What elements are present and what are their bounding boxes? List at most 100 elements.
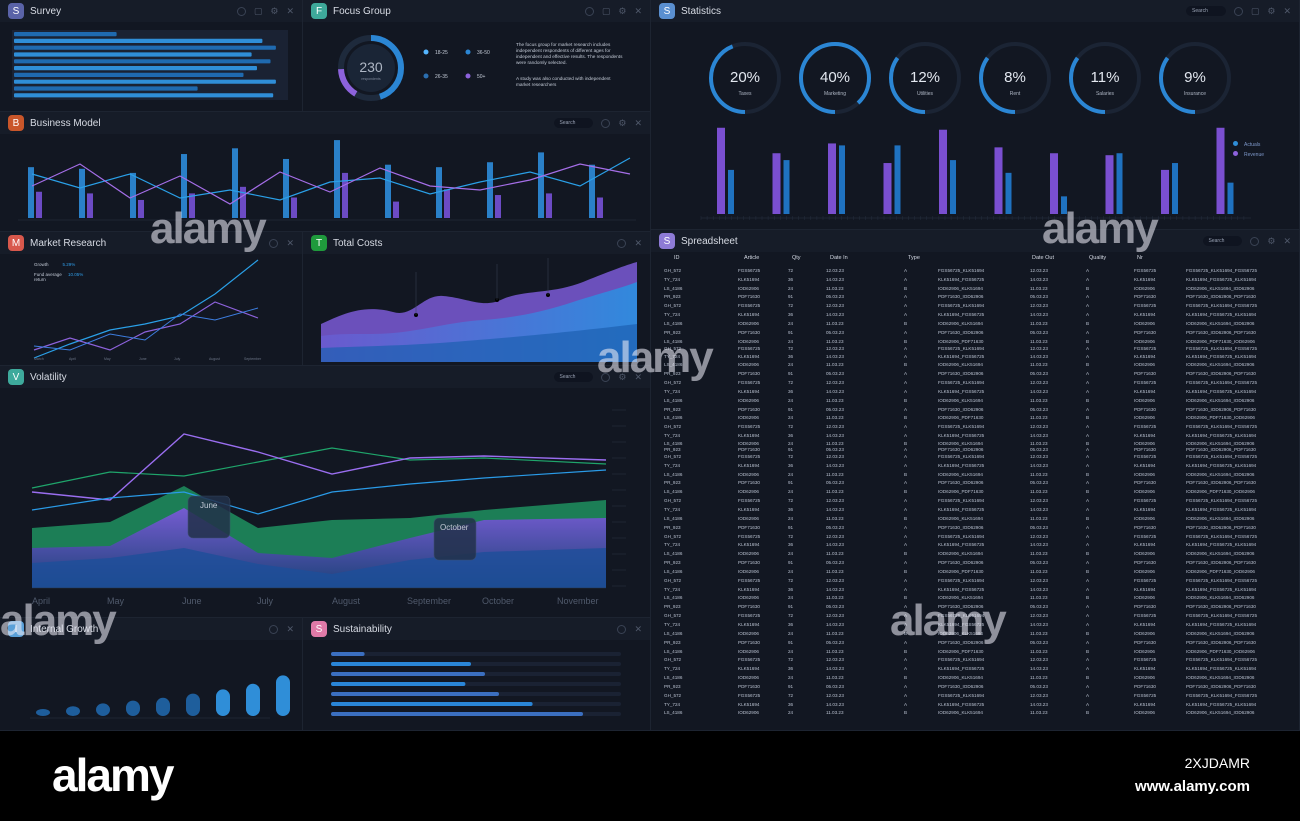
table-row[interactable]: GH_572 FGS56725 72 12.03.23 A FGS56725_KLK516… — [664, 452, 1294, 461]
settings-icon[interactable]: ⚙ — [618, 117, 627, 128]
table-row[interactable]: LS_4186 IOD62906 24 11.03.23 B IOD62906_KLK51… — [664, 549, 1294, 558]
close-icon[interactable]: ✕ — [634, 5, 642, 16]
table-row[interactable]: GH_572 FGS56725 72 12.03.23 A FGS56725_KLK516… — [664, 691, 1294, 700]
table-row[interactable]: GH_572 FGS56725 72 12.03.23 A FGS56725_KLK516… — [664, 576, 1294, 585]
table-row[interactable]: TY_724 KLK51694 36 14.03.23 A KLK51694_FGS567… — [664, 431, 1294, 440]
refresh-icon[interactable] — [601, 118, 611, 128]
table-cell: 05.03.23 — [826, 294, 844, 300]
col-quality[interactable]: Quality — [1089, 255, 1107, 261]
col-id[interactable]: ID — [674, 255, 680, 261]
business-search-input[interactable]: Search — [553, 118, 594, 128]
table-row[interactable]: LS_4186 IOD62906 24 11.03.23 B IOD62906_KLK51… — [664, 673, 1294, 682]
table-row[interactable]: GH_572 FGS56725 72 12.03.23 A FGS56725_KLK516… — [664, 611, 1294, 620]
table-row[interactable]: PR_923 PDF71630 91 05.03.23 A PDF71630_IOD629… — [664, 682, 1294, 691]
col-article[interactable]: Article — [744, 255, 760, 261]
spreadsheet-search-input[interactable]: Search — [1202, 236, 1243, 246]
statistics-legend: Actuals Revenue — [1233, 141, 1264, 158]
table-row[interactable]: GH_572 FGS56725 72 12.03.23 A FGS56725_KLK516… — [664, 496, 1294, 505]
close-icon[interactable]: ✕ — [286, 5, 294, 16]
copy-icon[interactable]: ▢ — [253, 5, 263, 16]
close-icon[interactable]: ✕ — [634, 117, 642, 128]
table-row[interactable]: TY_724 KLK51694 36 14.03.23 A KLK51694_FGS567… — [664, 352, 1294, 361]
table-row[interactable]: TY_724 KLK51694 36 14.03.23 A KLK51694_FGS567… — [664, 585, 1294, 594]
close-icon[interactable]: ✕ — [634, 237, 642, 248]
col-date-in[interactable]: Date In — [830, 255, 848, 261]
table-row[interactable]: LS_4186 IOD62906 24 11.03.23 B IOD62906_KLK51… — [664, 514, 1294, 523]
col-qty[interactable]: Qty — [792, 255, 801, 261]
refresh-icon[interactable] — [269, 238, 279, 248]
close-icon[interactable]: ✕ — [634, 623, 642, 634]
settings-icon[interactable]: ⚙ — [618, 5, 627, 16]
table-row[interactable]: LS_4186 IOD62906 24 11.03.23 B IOD62906_KLK51… — [664, 360, 1294, 369]
copy-icon[interactable]: ▢ — [601, 5, 611, 16]
table-row[interactable]: TY_724 KLK51694 36 14.03.23 A KLK51694_FGS567… — [664, 505, 1294, 514]
refresh-icon[interactable] — [617, 238, 627, 248]
settings-icon[interactable]: ⚙ — [270, 5, 279, 16]
table-row[interactable]: LS_4186 IOD62906 24 11.03.23 B IOD62906_PDF71… — [664, 414, 1294, 423]
table-row[interactable]: PR_923 PDF71630 91 05.03.23 A PDF71630_IOD629… — [664, 293, 1294, 302]
table-row[interactable]: TY_724 KLK51694 36 14.03.23 A KLK51694_FGS567… — [664, 664, 1294, 673]
table-row[interactable]: GH_572 FGS56725 72 12.03.23 A FGS56725_KLK516… — [664, 532, 1294, 541]
statistics-search-input[interactable]: Search — [1186, 6, 1226, 16]
refresh-icon[interactable] — [584, 6, 594, 16]
table-row[interactable]: GH_572 FGS56725 72 12.03.23 A FGS56725_KLK516… — [664, 346, 1294, 352]
refresh-icon[interactable] — [1250, 236, 1260, 246]
table-row[interactable]: LS_4186 IOD62906 24 11.03.23 B IOD62906_KLK51… — [664, 440, 1294, 446]
table-row[interactable]: LS_4186 IOD62906 24 11.03.23 B IOD62906_KLK51… — [664, 396, 1294, 405]
table-row[interactable]: PR_923 PDF71630 91 05.03.23 A PDF71630_IOD629… — [664, 523, 1294, 532]
table-row[interactable]: TY_724 KLK51694 36 14.03.23 A KLK51694_FGS567… — [664, 540, 1294, 549]
refresh-icon[interactable] — [1233, 6, 1243, 16]
close-icon[interactable]: ✕ — [1283, 5, 1291, 16]
table-row[interactable]: TY_724 KLK51694 36 14.03.23 A KLK51694_FGS567… — [664, 275, 1294, 284]
settings-icon[interactable]: ⚙ — [1267, 5, 1276, 16]
table-row[interactable]: LS_4186 IOD62906 24 11.03.23 B IOD62906_KLK51… — [664, 709, 1294, 718]
refresh-icon[interactable] — [236, 6, 246, 16]
table-row[interactable]: PR_923 PDF71630 91 05.03.23 A PDF71630_IOD629… — [664, 479, 1294, 488]
table-row[interactable]: TY_724 KLK51694 36 14.03.23 A KLK51694_FGS567… — [664, 387, 1294, 396]
table-row[interactable]: GH_572 FGS56725 72 12.03.23 A FGS56725_KLK516… — [664, 655, 1294, 664]
statistics-gauges: 20% Taxes 40% Marketing 12% Utilities 8% Rent 11… — [709, 42, 1231, 114]
table-row[interactable]: PR_923 PDF71630 91 05.03.23 A PDF71630_IOD629… — [664, 638, 1294, 647]
table-row[interactable]: LS_4186 IOD62906 24 11.03.23 B IOD62906_KLK51… — [664, 594, 1294, 603]
table-row[interactable]: TY_724 KLK51694 36 14.03.23 A KLK51694_FGS567… — [664, 310, 1294, 319]
table-row[interactable]: LS_4186 IOD62906 24 11.03.23 B IOD62906_PDF71… — [664, 567, 1294, 576]
table-row[interactable]: LS_4186 IOD62906 24 11.03.23 B IOD62906_PDF71… — [664, 487, 1294, 496]
table-cell: 72 — [788, 613, 794, 619]
table-row[interactable]: TY_724 KLK51694 36 14.03.23 A KLK51694_FGS567… — [664, 700, 1294, 709]
col-type[interactable]: Type — [908, 255, 920, 261]
col-nr[interactable]: Nr — [1137, 255, 1143, 261]
volatility-header: V Volatility Search ⚙ ✕ — [0, 366, 650, 388]
close-icon[interactable]: ✕ — [1283, 235, 1291, 246]
settings-icon[interactable]: ⚙ — [618, 371, 627, 382]
table-cell: 12.03.23 — [1030, 613, 1048, 619]
table-row[interactable]: PR_923 PDF71630 91 05.03.23 A PDF71630_IOD629… — [664, 558, 1294, 567]
table-row[interactable]: LS_4186 IOD62906 24 11.03.23 B IOD62906_KLK51… — [664, 629, 1294, 638]
table-row[interactable]: LS_4186 IOD62906 24 11.03.23 B IOD62906_PDF71… — [664, 337, 1294, 346]
table-row[interactable]: LS_4186 IOD62906 24 11.03.23 B IOD62906_KLK51… — [664, 470, 1294, 479]
table-row[interactable]: PR_923 PDF71630 91 05.03.23 A PDF71630_IOD629… — [664, 446, 1294, 452]
settings-icon[interactable]: ⚙ — [1267, 235, 1276, 246]
table-row[interactable]: TY_724 KLK51694 36 14.03.23 A KLK51694_FGS567… — [664, 620, 1294, 629]
col-date-out[interactable]: Date Out — [1032, 255, 1055, 261]
table-row[interactable]: LS_4186 IOD62906 24 11.03.23 B IOD62906_KLK51… — [664, 284, 1294, 293]
table-cell: TY_724 — [664, 462, 681, 468]
table-row[interactable]: GH_572 FGS56725 72 12.03.23 A FGS56725_KLK516… — [664, 422, 1294, 431]
table-row[interactable]: PR_923 PDF71630 91 05.03.23 A PDF71630_IOD629… — [664, 369, 1294, 378]
refresh-icon[interactable] — [617, 624, 627, 634]
table-row[interactable]: PR_923 PDF71630 91 05.03.23 A PDF71630_IOD629… — [664, 602, 1294, 611]
table-row[interactable]: LS_4186 IOD62906 24 11.03.23 B IOD62906_KLK51… — [664, 319, 1294, 328]
table-row[interactable]: LS_4186 IOD62906 24 11.03.23 B IOD62906_PDF71… — [664, 647, 1294, 656]
table-row[interactable]: PR_923 PDF71630 91 05.03.23 A PDF71630_IOD629… — [664, 405, 1294, 414]
table-row[interactable]: TY_724 KLK51694 36 14.03.23 A KLK51694_FGS567… — [664, 461, 1294, 470]
close-icon[interactable]: ✕ — [634, 371, 642, 382]
close-icon[interactable]: ✕ — [286, 623, 294, 634]
refresh-icon[interactable] — [601, 372, 611, 382]
table-row[interactable]: GH_572 FGS56725 72 12.03.23 A FGS56725_KLK516… — [664, 266, 1294, 275]
volatility-search-input[interactable]: Search — [553, 372, 594, 382]
close-icon[interactable]: ✕ — [286, 237, 294, 248]
table-row[interactable]: GH_572 FGS56725 72 12.03.23 A FGS56725_KLK516… — [664, 378, 1294, 387]
table-row[interactable]: PR_923 PDF71630 91 05.03.23 A PDF71630_IOD629… — [664, 328, 1294, 337]
table-row[interactable]: GH_572 FGS56725 72 12.03.23 A FGS56725_KLK516… — [664, 301, 1294, 310]
copy-icon[interactable]: ▢ — [1250, 5, 1260, 16]
refresh-icon[interactable] — [269, 624, 279, 634]
